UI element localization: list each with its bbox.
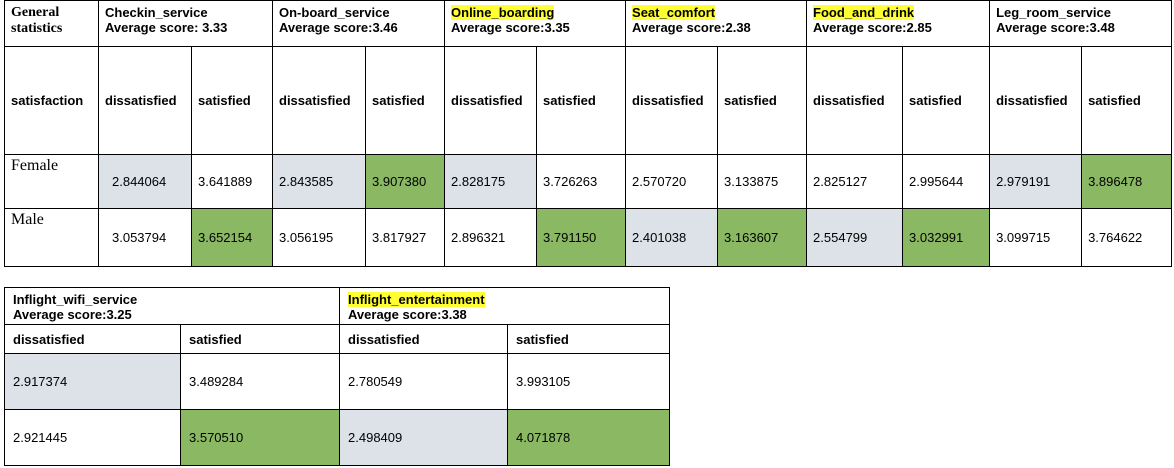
male-label: Male [4,208,99,267]
value-cell: 3.163607 [717,208,808,267]
service-header-seat-comfort: Seat_comfort Average score:2.38 [625,0,808,47]
average-score: Average score:3.25 [13,307,132,322]
dissatisfied-label: dissatisfied [444,46,538,155]
table-row: 2.917374 3.489284 2.780549 3.993105 [4,353,671,410]
satisfied-label: satisfied [507,324,671,354]
service-header-online-boarding: Online_boarding Average score:3.35 [444,0,627,47]
average-score: Average score:2.85 [813,20,932,35]
average-score: Average score:3.35 [451,20,570,35]
value-cell: 3.764622 [1081,208,1173,267]
satisfied-label: satisfied [1081,46,1173,155]
satisfaction-label: satisfaction [4,46,99,155]
dissatisfied-label: dissatisfied [4,324,181,354]
service-header-row: Inflight_wifi_service Average score:3.25 … [3,287,671,325]
value-cell: 2.401038 [625,208,719,267]
service-header-leg-room: Leg_room_service Average score:3.48 [989,0,1173,47]
service-header-row: General statistics Checkin_service Averag… [4,0,1173,47]
average-score: Average score:2.38 [632,20,751,35]
value-cell: 3.817927 [364,208,446,267]
dissatisfied-label: dissatisfied [272,46,366,155]
value-cell: 2.844064 [98,154,192,209]
dissatisfied-label: dissatisfied [625,46,719,155]
table-row: Female 2.844064 3.641889 2.843585 3.9073… [4,154,1173,209]
satisfaction-label-row: satisfaction dissatisfied satisfied diss… [4,46,1173,155]
value-cell: 2.825127 [806,154,904,209]
service-header-onboard: On-board_service Average score:3.46 [271,0,446,47]
value-cell: 3.896478 [1081,154,1173,209]
dissatisfied-label: dissatisfied [806,46,904,155]
satisfied-label: satisfied [902,46,991,155]
service-name: Leg_room_service [996,5,1111,20]
dissatisfied-label: dissatisfied [98,46,192,155]
average-score: Average score:3.38 [348,307,467,322]
service-header-food-and-drink: Food_and_drink Average score:2.85 [806,0,991,47]
value-cell: 3.056195 [272,208,366,267]
service-name: Food_and_drink [813,5,915,20]
value-cell: 3.099715 [989,208,1083,267]
gender-satisfaction-table: General statistics Checkin_service Averag… [4,0,1173,267]
value-cell: 2.921445 [4,409,181,466]
general-statistics-label: General statistics [4,0,99,47]
service-name: Online_boarding [451,5,555,20]
female-label: Female [4,154,99,209]
value-cell: 3.641889 [191,154,273,209]
satisfied-label: satisfied [191,46,273,155]
satisfied-label: satisfied [536,46,627,155]
service-name: Seat_comfort [632,5,716,20]
value-cell: 2.896321 [444,208,538,267]
value-cell: 2.979191 [989,154,1083,209]
table-row: 2.921445 3.570510 2.498409 4.071878 [4,409,671,466]
value-cell: 2.780549 [339,353,509,410]
value-cell: 2.570720 [625,154,719,209]
value-cell: 4.071878 [507,409,671,466]
value-cell: 3.791150 [536,208,627,267]
service-name: On-board_service [279,5,390,20]
value-cell: 3.726263 [536,154,627,209]
value-cell: 2.995644 [902,154,991,209]
value-cell: 2.554799 [806,208,904,267]
value-cell: 3.652154 [191,208,273,267]
service-header-inflight-entertainment: Inflight_entertainment Average score:3.38 [339,287,671,325]
value-cell: 2.498409 [339,409,509,466]
dissatisfied-label: dissatisfied [989,46,1083,155]
value-cell: 3.570510 [179,409,341,466]
average-score: Average score:3.46 [279,20,398,35]
value-cell: 3.032991 [902,208,991,267]
value-cell: 2.917374 [4,353,181,410]
value-cell: 3.053794 [98,208,192,267]
service-header-checkin: Checkin_service Average score: 3.33 [98,0,273,47]
value-cell: 2.843585 [272,154,366,209]
satisfied-label: satisfied [364,46,446,155]
value-cell: 3.489284 [179,353,341,410]
service-header-inflight-wifi: Inflight_wifi_service Average score:3.25 [3,287,341,325]
service-name: Inflight_wifi_service [13,292,138,307]
value-cell: 2.828175 [444,154,538,209]
value-cell: 3.133875 [717,154,808,209]
value-cell: 3.993105 [507,353,671,410]
value-cell: 3.907380 [364,154,446,209]
inflight-services-table: Inflight_wifi_service Average score:3.25 … [3,287,671,466]
service-name: Checkin_service [105,5,208,20]
service-name: Inflight_entertainment [348,292,485,307]
table-row: Male 3.053794 3.652154 3.056195 3.817927… [4,208,1173,267]
satisfaction-label-row: dissatisfied satisfied dissatisfied sati… [4,324,671,354]
satisfied-label: satisfied [717,46,808,155]
satisfied-label: satisfied [179,324,341,354]
dissatisfied-label: dissatisfied [339,324,509,354]
average-score: Average score:3.48 [996,20,1115,35]
average-score: Average score: 3.33 [105,20,228,35]
